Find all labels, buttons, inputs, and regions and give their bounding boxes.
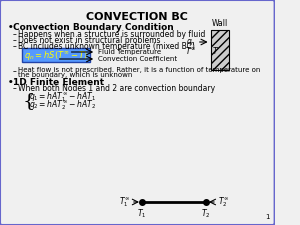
Text: Heat flow is not prescribed. Rather, it is a function of temperature on: Heat flow is not prescribed. Rather, it … (18, 67, 261, 73)
Text: Wall: Wall (212, 19, 228, 28)
Text: Convection Boundary Condition: Convection Boundary Condition (13, 23, 174, 32)
Text: –: – (13, 67, 17, 76)
Text: •: • (7, 78, 13, 87)
Text: When both Nodes 1 and 2 are convection boundary: When both Nodes 1 and 2 are convection b… (18, 84, 215, 93)
Text: –: – (13, 42, 17, 51)
Text: $q_n$: $q_n$ (186, 36, 196, 47)
Text: the boundary, which is unknown: the boundary, which is unknown (18, 72, 133, 78)
Text: –: – (13, 30, 17, 39)
FancyBboxPatch shape (211, 30, 229, 70)
Text: {: { (23, 92, 35, 110)
Text: Fluid Temperature: Fluid Temperature (98, 49, 161, 55)
Text: 1: 1 (266, 214, 270, 220)
Text: –: – (13, 36, 17, 45)
Text: –: – (13, 84, 17, 93)
Text: $T^\infty$: $T^\infty$ (185, 45, 196, 56)
Text: 1D Finite Element: 1D Finite Element (13, 78, 104, 87)
Text: $q_n = hS(T^\infty - T)$: $q_n = hS(T^\infty - T)$ (24, 49, 88, 61)
Text: CONVECTION BC: CONVECTION BC (86, 12, 188, 22)
Text: $T_2$: $T_2$ (201, 207, 211, 220)
Text: Convection Coefficient: Convection Coefficient (98, 56, 177, 62)
Text: •: • (7, 23, 13, 32)
Text: Does not exist in structural problems: Does not exist in structural problems (18, 36, 161, 45)
Text: $q_2 = hAT_2^\infty - hAT_2$: $q_2 = hAT_2^\infty - hAT_2$ (29, 98, 96, 112)
Text: $T$: $T$ (212, 45, 220, 56)
Text: Happens when a structure is surrounded by fluid: Happens when a structure is surrounded b… (18, 30, 206, 39)
Text: $T_2^\infty$: $T_2^\infty$ (218, 195, 229, 209)
Text: $T_1$: $T_1$ (137, 207, 147, 220)
Text: $T_1^\infty$: $T_1^\infty$ (119, 195, 130, 209)
FancyBboxPatch shape (22, 48, 90, 62)
Text: $q_1 = hAT_1^\infty - hAT_1$: $q_1 = hAT_1^\infty - hAT_1$ (29, 91, 96, 104)
FancyBboxPatch shape (0, 0, 274, 225)
Text: BC includes unknown temperature (mixed BC): BC includes unknown temperature (mixed B… (18, 42, 195, 51)
